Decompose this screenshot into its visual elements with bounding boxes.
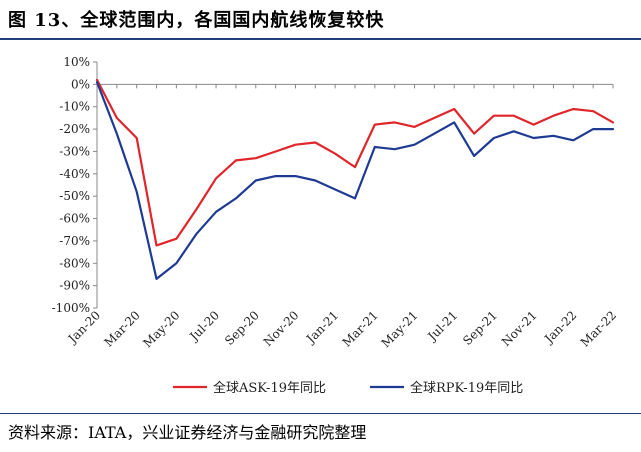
y-tick-label: -60% xyxy=(59,212,90,226)
figure-title: 图 13、全球范围内，各国国内航线恢复较快 xyxy=(8,10,385,31)
x-tick-label: May-20 xyxy=(140,308,182,350)
title-rule xyxy=(0,38,641,40)
ask-legend-label: 全球ASK-19年同比 xyxy=(213,380,326,396)
chart-legend: 全球ASK-19年同比 全球RPK-19年同比 xyxy=(173,380,523,396)
y-tick-label: -50% xyxy=(59,189,90,203)
line-chart: 10% 0% -10% -20% -30% -40% -50% -60% -70% -80% -90… xyxy=(52,55,619,396)
y-tick-label: -40% xyxy=(59,167,90,181)
y-tick-label: -70% xyxy=(59,234,90,248)
y-tick-label: -10% xyxy=(59,100,90,114)
chart-series xyxy=(95,78,615,280)
source-rule xyxy=(0,413,641,414)
y-tick-label: 10% xyxy=(63,55,90,69)
y-tick-label: -90% xyxy=(59,279,90,293)
y-tick-label: -30% xyxy=(59,144,90,158)
x-tick-label: Sep-20 xyxy=(222,308,262,348)
x-tick-label: Jul-21 xyxy=(424,308,461,345)
y-tick-label: -80% xyxy=(59,256,90,270)
x-tick-label: Mar-20 xyxy=(101,308,142,349)
ask-series-line xyxy=(95,78,615,247)
rpk-legend-label: 全球RPK-19年同比 xyxy=(410,380,523,396)
source-note: 资料来源：IATA，兴业证券经济与金融研究院整理 xyxy=(8,423,367,442)
rpk-series-line xyxy=(95,80,615,280)
chart-axes: 10% 0% -10% -20% -30% -40% -50% -60% -70% -80% -90… xyxy=(52,55,619,350)
x-tick-label: Jul-20 xyxy=(186,308,223,345)
y-tick-label: -20% xyxy=(59,122,90,136)
x-tick-label: Nov-20 xyxy=(261,308,302,349)
x-tick-label: Mar-21 xyxy=(340,308,381,349)
x-tick-label: Jan-22 xyxy=(541,308,580,347)
x-tick-label: Sep-21 xyxy=(460,308,500,348)
y-tick-label: 0% xyxy=(71,77,90,91)
x-tick-label: Nov-21 xyxy=(499,308,540,349)
x-tick-label: May-21 xyxy=(379,308,421,350)
y-tick-label: -100% xyxy=(52,301,90,315)
x-tick-label: Mar-22 xyxy=(578,308,619,349)
x-tick-label: Jan-21 xyxy=(302,308,341,347)
